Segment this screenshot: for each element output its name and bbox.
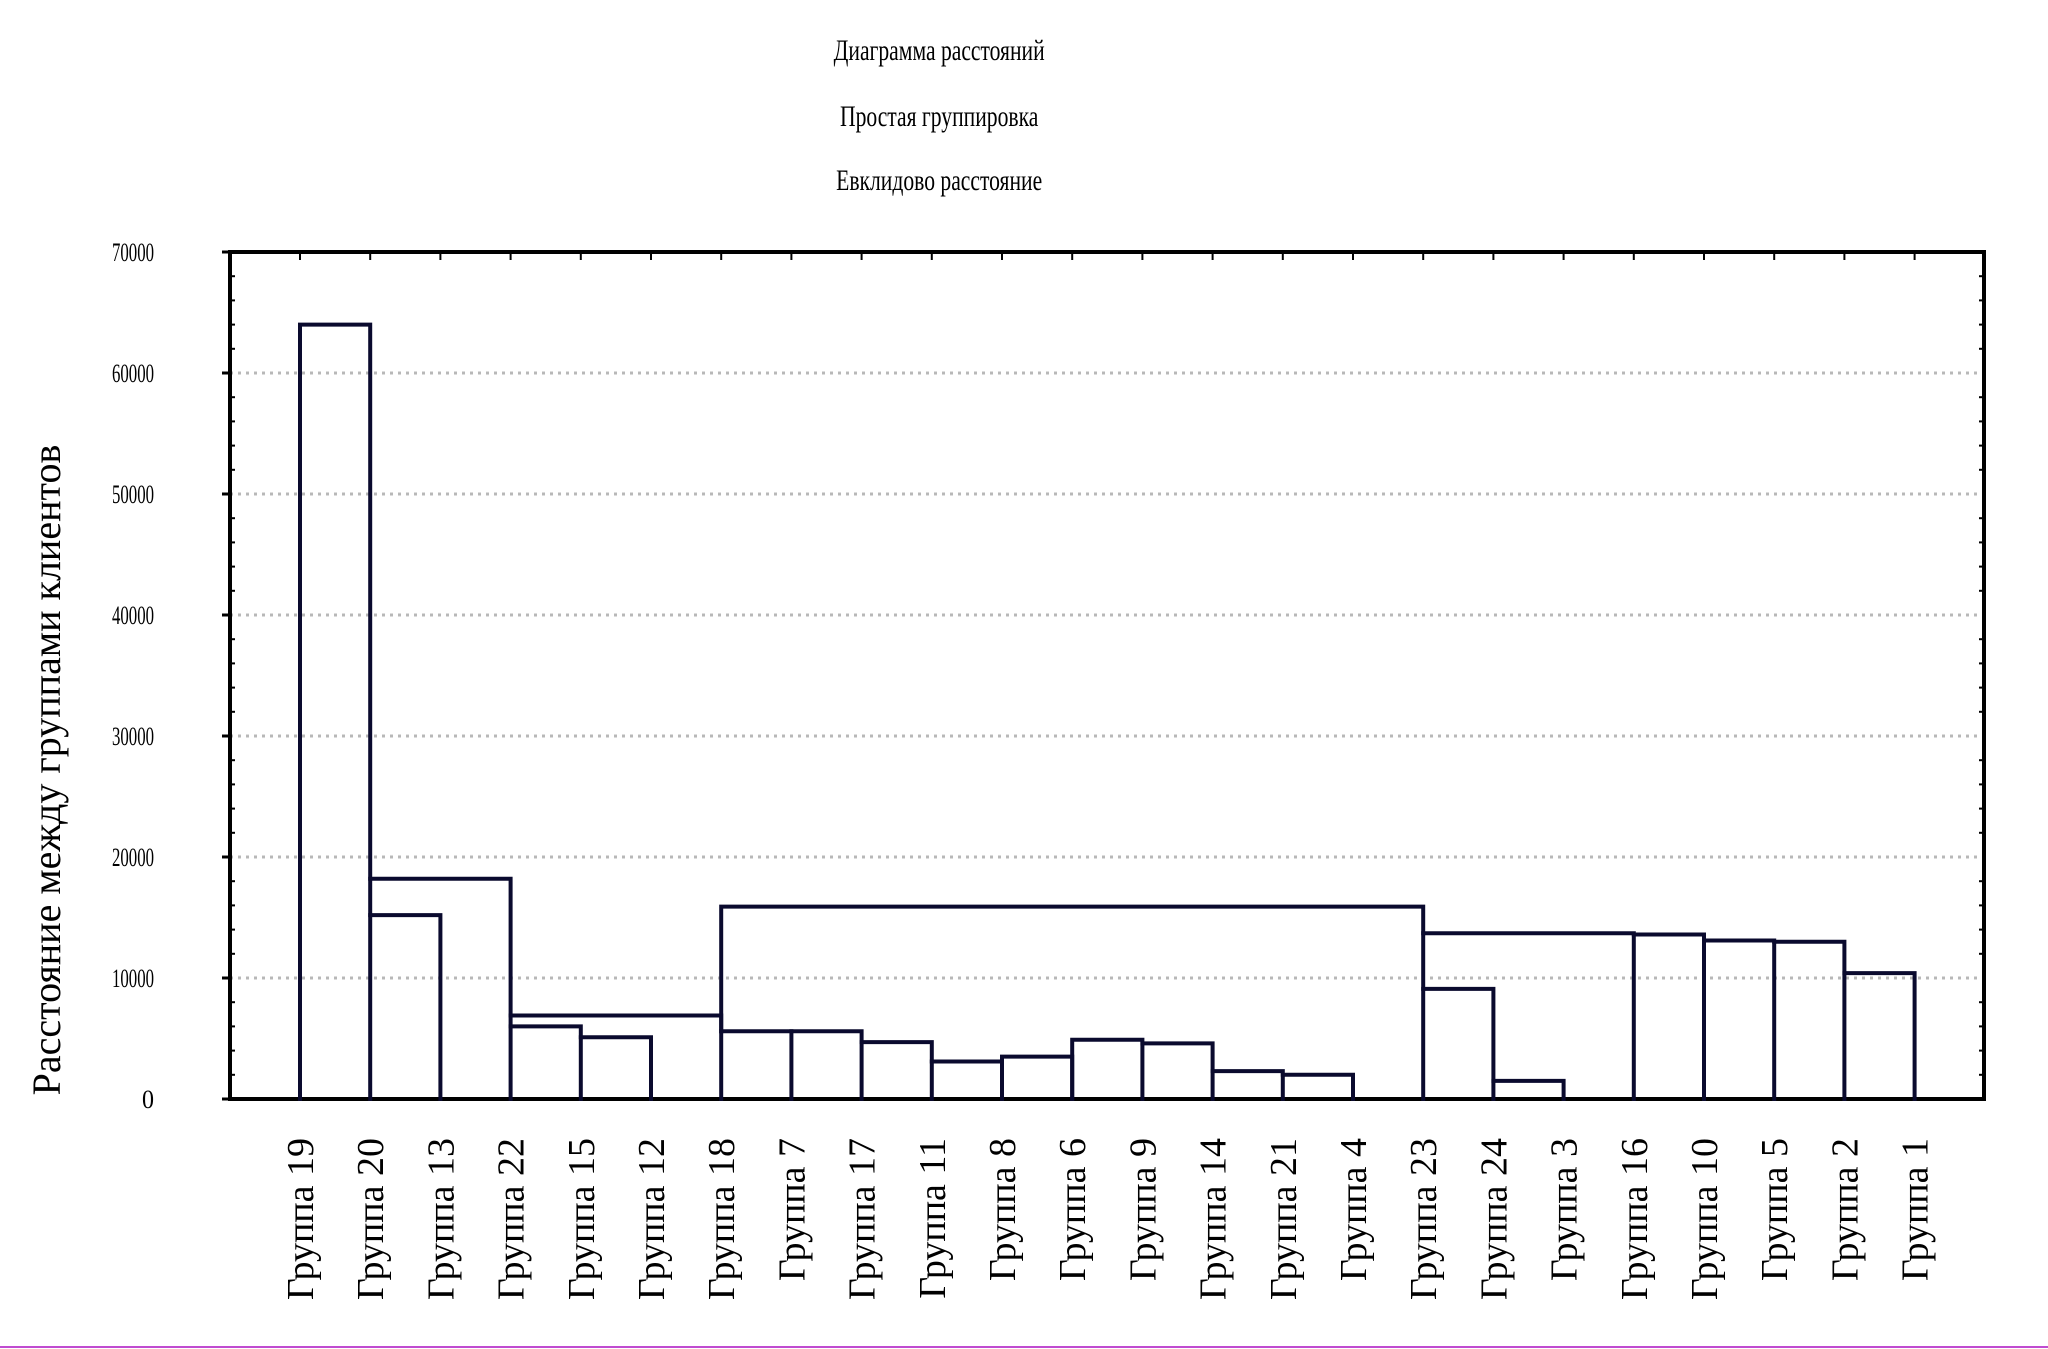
leaf-label: Группа 12 [631, 1138, 673, 1300]
dendrogram-link [578, 1035, 653, 1101]
dendrogram-link [859, 1040, 934, 1101]
dendrogram-link [1702, 938, 1777, 1101]
leaf-label: Группа 11 [912, 1138, 954, 1299]
dendrogram-link [789, 1029, 864, 1101]
leaf-label: Группа 3 [1544, 1138, 1586, 1281]
leaf-label: Группа 20 [350, 1138, 392, 1300]
leaf-label: Группа 16 [1614, 1138, 1656, 1300]
dendrogram-link [298, 322, 373, 1101]
dendrogram-link [508, 1013, 724, 1034]
dendrogram-link [1772, 939, 1847, 1101]
leaf-label: Группа 24 [1473, 1138, 1515, 1300]
leaf-label: Группа 6 [1052, 1138, 1094, 1281]
leaf-label: Группа 7 [771, 1138, 813, 1281]
leaf-label: Группа 23 [1403, 1138, 1445, 1300]
plot-frame [228, 250, 1986, 1101]
dendrogram-link [1280, 1072, 1355, 1101]
dendrogram-link [1421, 986, 1496, 1101]
dendrogram-link [1210, 1069, 1285, 1101]
y-tick-label: 20000 [112, 843, 154, 872]
dendrogram-link [929, 1059, 1004, 1101]
leaf-label: Группа 19 [280, 1138, 322, 1300]
leaf-label: Группа 13 [420, 1138, 462, 1300]
leaf-label: Группа 18 [701, 1138, 743, 1300]
chart-subtitle-grouping: Простая группировка [839, 100, 1039, 133]
dendrogram-link [1421, 931, 1636, 991]
leaf-label: Группа 1 [1895, 1138, 1937, 1281]
leaf-label: Группа 21 [1263, 1138, 1305, 1300]
leaf-label: Группа 2 [1824, 1138, 1866, 1281]
dendrogram-link [368, 876, 513, 1018]
y-axis-label: Расстояние между группами клиентов [24, 445, 69, 1096]
y-tick-label: 60000 [112, 359, 154, 388]
y-tick-label: 10000 [112, 964, 154, 993]
leaf-label: Группа 5 [1754, 1138, 1796, 1281]
dendrogram-link [719, 904, 1426, 1034]
dendrogram-link [1631, 932, 1706, 1101]
leaf-label: Группа 22 [491, 1138, 533, 1300]
dendrogram-link [368, 913, 443, 1101]
dendrogram-link [1140, 1041, 1215, 1101]
leaf-label: Группа 4 [1333, 1138, 1375, 1281]
dendrogram-link [1000, 1054, 1075, 1101]
dendrogram-link [1070, 1037, 1145, 1101]
leaf-label: Группа 8 [982, 1138, 1024, 1281]
chart-subtitle-distance: Евклидово расстояние [836, 164, 1043, 197]
chart-title: Диаграмма расстояний [833, 34, 1045, 67]
dendrogram-link [1491, 1078, 1566, 1101]
bottom-rule [0, 1346, 2048, 1348]
y-tick-label: 40000 [112, 601, 154, 630]
y-tick-label: 0 [142, 1085, 154, 1114]
leaf-label: Группа 15 [561, 1138, 603, 1300]
dendrogram-link [508, 1024, 583, 1101]
dendrogram-link [1842, 971, 1917, 1101]
leaf-label: Группа 17 [842, 1138, 884, 1300]
leaf-label: Группа 14 [1193, 1138, 1235, 1300]
leaf-label: Группа 10 [1684, 1138, 1726, 1300]
dendrogram-link [719, 1029, 794, 1101]
y-tick-label: 50000 [112, 480, 154, 509]
y-tick-label: 70000 [112, 238, 154, 267]
y-tick-label: 30000 [112, 722, 154, 751]
leaf-label: Группа 9 [1122, 1138, 1164, 1281]
